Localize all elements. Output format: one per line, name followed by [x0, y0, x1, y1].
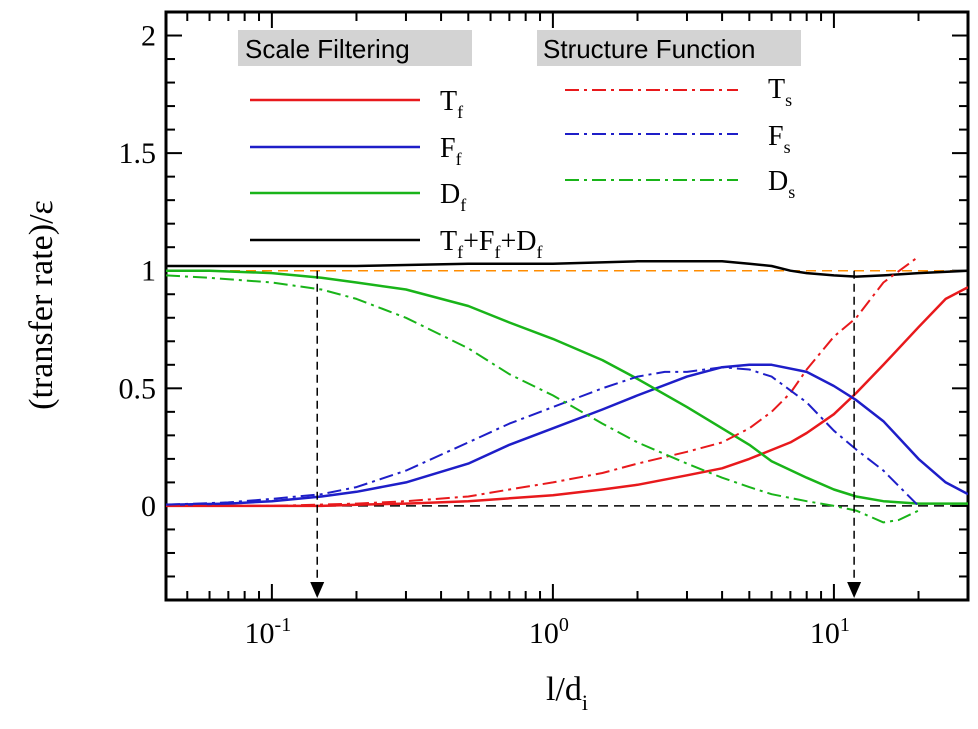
arrow-head-1 — [310, 582, 325, 598]
series-line-tf — [166, 286, 968, 508]
arrow-head-2 — [847, 582, 862, 598]
legend-label-ts: Ts — [768, 74, 792, 110]
tick-marks — [166, 11, 969, 601]
x-axis-title-main: l/d — [546, 671, 582, 708]
legend-label-tf: Tf — [440, 86, 463, 122]
series-line-ff — [166, 363, 968, 506]
y-tick-label: 2 — [141, 20, 156, 53]
series-lines — [166, 255, 968, 524]
y-tick-label: 1.5 — [119, 137, 157, 170]
x-tick-label: 100 — [529, 614, 569, 650]
reference-lines — [166, 269, 968, 507]
legend-label-df: Df — [440, 179, 466, 215]
legend-title-scale-filtering: Scale Filtering — [245, 34, 410, 64]
series-line-df — [166, 269, 968, 505]
legend: Scale Filtering Structure Function Tf Ff… — [238, 30, 801, 262]
x-axis-title-sub: i — [582, 690, 588, 715]
arrows — [310, 270, 862, 598]
y-tick-label: 0.5 — [119, 372, 157, 405]
legend-label-sum: Tf+Ff+Df — [440, 226, 543, 262]
tick-labels: 0 0.5 1 1.5 2 10-1 100 101 — [119, 20, 850, 650]
x-tick-label: 101 — [810, 614, 850, 650]
legend-label-fs: Fs — [768, 121, 791, 157]
legend-title-bg-scale-filtering — [238, 30, 472, 66]
x-tick-label: 10-1 — [245, 614, 292, 650]
series-line-t-f-d — [166, 260, 968, 278]
legend-title-bg-structure-function — [537, 30, 801, 66]
legend-title-structure-function: Structure Function — [543, 34, 755, 64]
y-tick-label: 1 — [141, 255, 156, 288]
series-line-ts — [166, 255, 920, 507]
axes — [164, 10, 970, 602]
plot-frame — [164, 10, 970, 602]
x-axis-title: l/di — [546, 671, 588, 715]
legend-label-ds: Ds — [768, 166, 795, 202]
y-tick-label: 0 — [141, 490, 156, 523]
series-line-fs — [166, 366, 920, 507]
y-axis-title: (transfer rate)/ε — [23, 200, 60, 410]
legend-label-ff: Ff — [440, 133, 462, 169]
series-line-ds — [166, 274, 919, 524]
